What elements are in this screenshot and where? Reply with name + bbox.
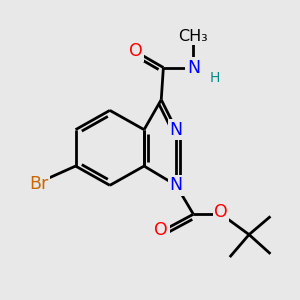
Text: N: N	[170, 176, 183, 194]
Text: Br: Br	[30, 175, 49, 193]
Text: O: O	[129, 43, 142, 61]
Text: CH₃: CH₃	[178, 29, 208, 44]
Text: O: O	[154, 221, 168, 239]
Text: O: O	[214, 203, 228, 221]
Text: N: N	[170, 121, 183, 139]
Text: H: H	[210, 71, 220, 85]
Text: N: N	[187, 58, 200, 76]
